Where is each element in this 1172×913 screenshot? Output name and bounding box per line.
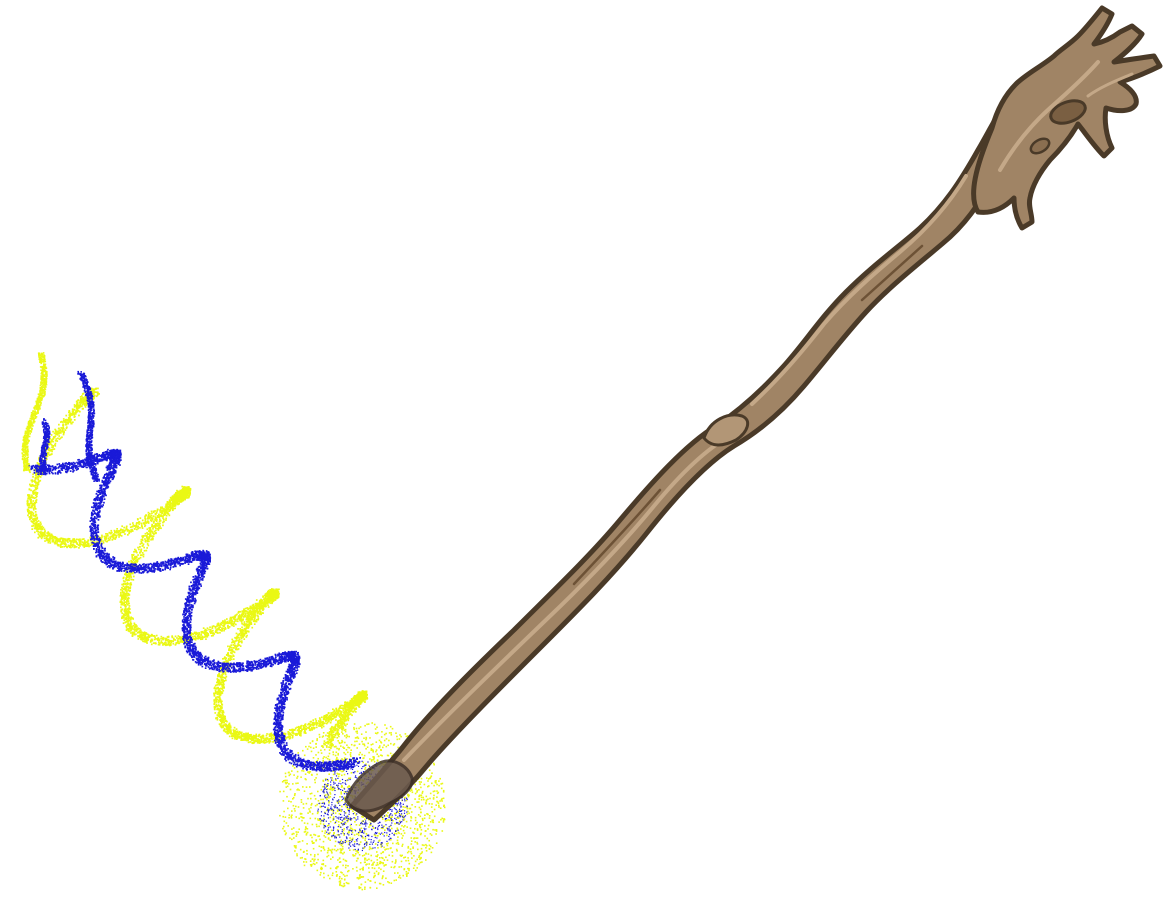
staff-grain — [402, 434, 732, 762]
staff-head-hollow — [1049, 99, 1087, 125]
staff-head-grain — [998, 60, 1100, 172]
staff-grain — [860, 244, 924, 302]
staff-grain — [572, 488, 662, 586]
staff-grain — [750, 174, 968, 406]
wooden-staff — [344, 5, 1163, 823]
magic-sparkle-effect — [21, 352, 446, 891]
staff-knot — [702, 413, 750, 447]
staff-head-hollow — [1029, 137, 1051, 155]
staff-head-grain — [1086, 72, 1134, 98]
staff-tip — [344, 759, 414, 813]
